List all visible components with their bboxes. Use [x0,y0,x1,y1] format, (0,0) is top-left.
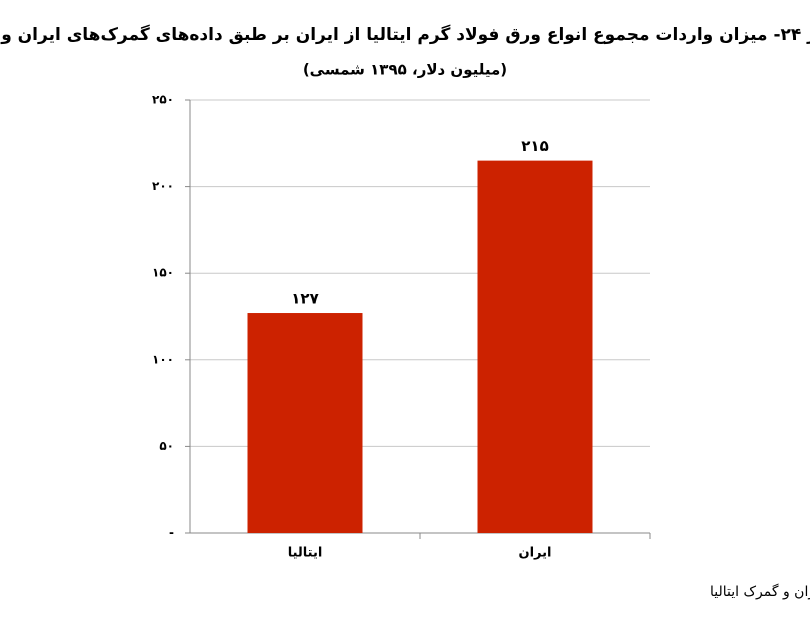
source-note: مرجع داده‌ها: سازمان تجارت جهانی، گمرک ا… [710,583,810,600]
data-label: ۱۲۷ [291,290,318,308]
data-label: ۲۱۵ [521,137,548,155]
y-tick-label: ۵۰ [159,439,174,453]
y-tick-label: ۲۰۰ [152,179,174,193]
x-tick-label: ایران [519,546,552,561]
y-tick-label: ۱۰۰ [152,352,174,366]
chart-title: نمودار ۲۴- میزان واردات مجموع انواع ورق … [0,24,810,45]
y-tick-label: ۲۵۰ [152,93,174,107]
y-tick-label: ۱۵۰ [152,266,174,280]
bar [477,160,593,533]
x-tick-label: ایتالیا [288,546,323,561]
chart-subtitle: (میلیون دلار، ۱۳۹۵ شمسی) [303,61,507,79]
y-tick-label: - [169,526,174,540]
bar [247,313,363,533]
